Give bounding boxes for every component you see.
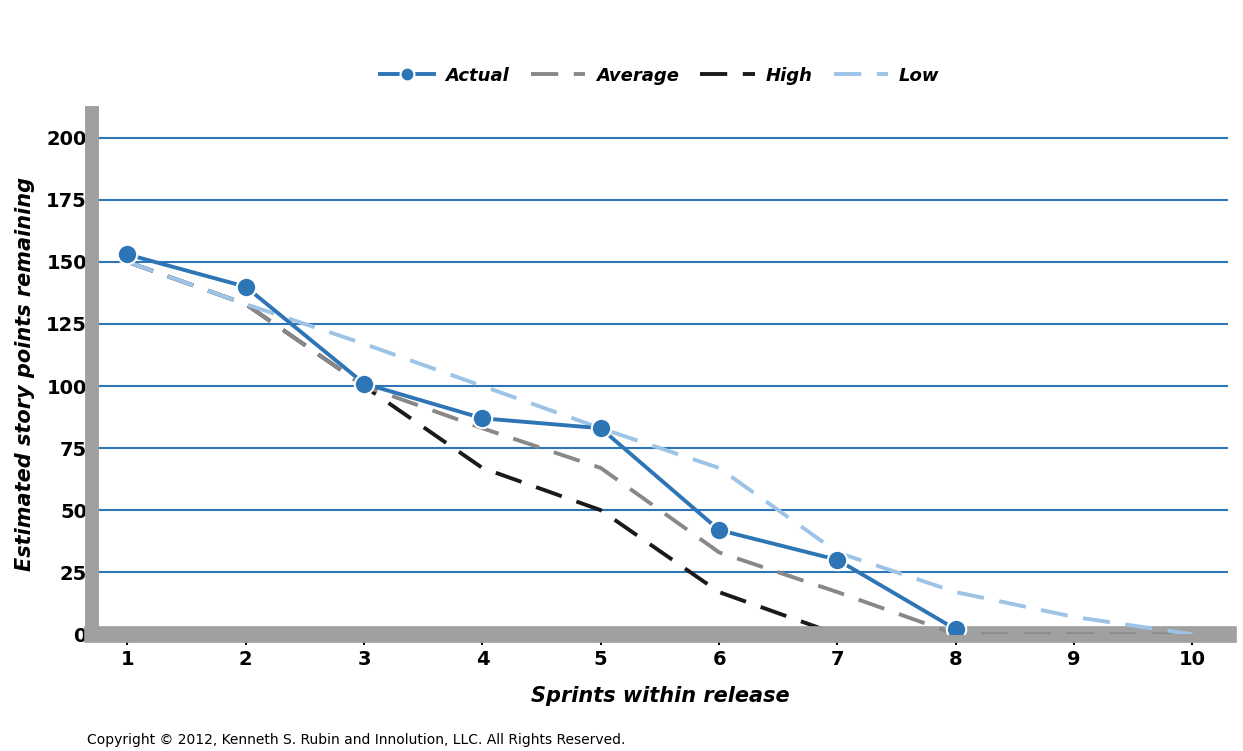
Text: Copyright © 2012, Kenneth S. Rubin and Innolution, LLC. All Rights Reserved.: Copyright © 2012, Kenneth S. Rubin and I… [87,733,625,747]
Legend: Actual, Average, High, Low: Actual, Average, High, Low [373,59,947,92]
Y-axis label: Estimated story points remaining: Estimated story points remaining [15,176,35,571]
X-axis label: Sprints within release: Sprints within release [531,686,789,706]
